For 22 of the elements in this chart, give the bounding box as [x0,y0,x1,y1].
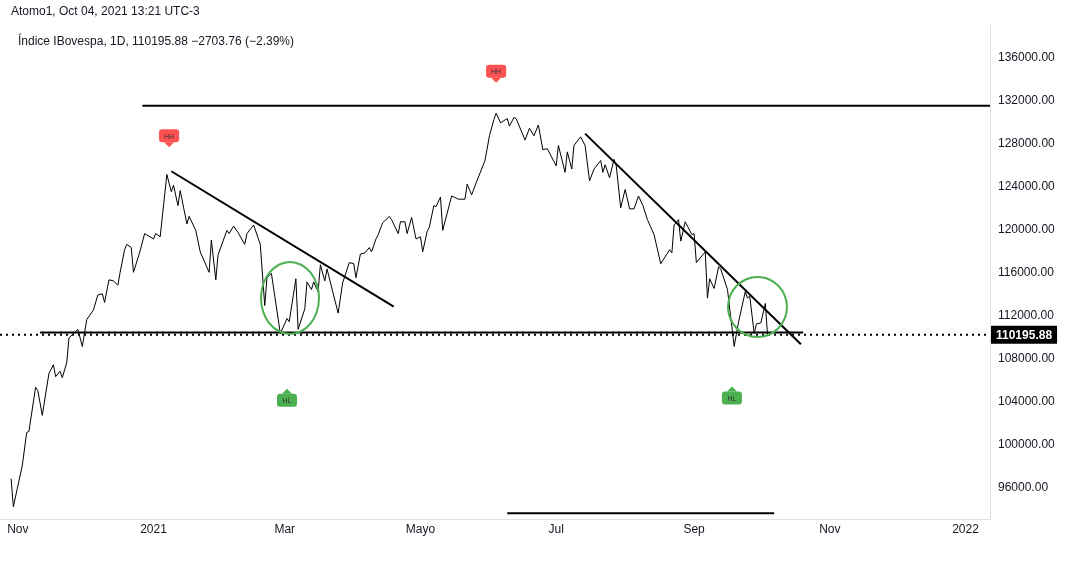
y-tick-label: 100000.00 [998,436,1056,451]
x-tick-label: Sep [683,522,706,537]
y-tick-label: 120000.00 [998,221,1056,236]
y-tick-label: 112000.00 [998,307,1055,322]
x-tick-label: 2021 [140,522,168,537]
y-tick-label: 132000.00 [998,92,1056,107]
y-tick-label: 108000.00 [998,350,1056,365]
y-tick-label: 96000.00 [998,479,1049,494]
x-tick-label: Nov [7,522,29,537]
x-tick-label: Mayo [405,522,436,537]
y-tick-label: 128000.00 [998,135,1056,150]
y-tick-label: 116000.00 [998,264,1055,279]
x-tick-label: Nov [819,522,841,537]
y-tick-label: 124000.00 [998,178,1056,193]
x-tick-label: 2022 [952,522,980,537]
text: Atomo1, Oct 04, 2021 13:21 UTC-3 [11,4,200,18]
y-tick-label: 104000.00 [998,393,1056,408]
text: Índice IBovespa, 1D, 110195.88 −2703.76 (−2.39%) [18,34,294,48]
ref-line-label: 110195.88 [996,328,1053,343]
y-tick-label: 136000.00 [998,49,1056,64]
x-tick-label: Jul [548,522,564,537]
x-tick-label: Mar [274,522,296,537]
